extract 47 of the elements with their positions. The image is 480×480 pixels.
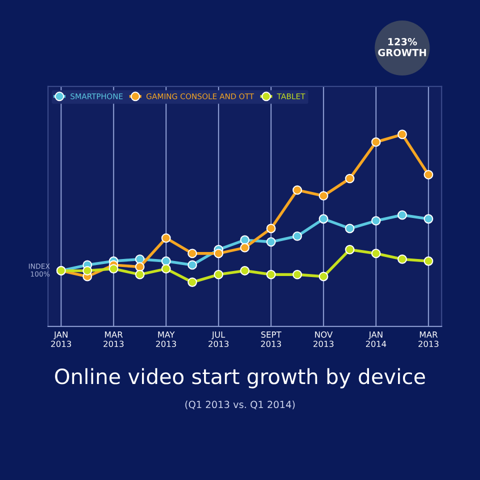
x-tick-label: MAR 2013 bbox=[418, 332, 438, 348]
point bbox=[292, 270, 302, 280]
point bbox=[161, 233, 171, 243]
point bbox=[424, 256, 434, 266]
point bbox=[266, 224, 276, 234]
point bbox=[318, 272, 328, 282]
point bbox=[135, 270, 145, 280]
point bbox=[266, 270, 276, 280]
point bbox=[240, 235, 250, 245]
x-tick-label: JUL 2013 bbox=[208, 332, 228, 348]
point bbox=[398, 210, 407, 220]
point bbox=[240, 242, 250, 252]
point bbox=[345, 244, 354, 254]
x-tick-label: SEPT 2013 bbox=[261, 331, 282, 348]
point bbox=[371, 248, 381, 258]
point bbox=[318, 191, 328, 201]
point bbox=[188, 278, 198, 287]
point bbox=[161, 256, 171, 266]
point bbox=[424, 214, 434, 224]
point bbox=[82, 266, 92, 276]
text: Online video start growth by device bbox=[55, 368, 425, 388]
x-tick-label: JAN 2013 bbox=[51, 332, 72, 348]
point bbox=[371, 137, 381, 147]
point bbox=[371, 216, 381, 226]
text: 123% GROWTH bbox=[378, 38, 426, 56]
point bbox=[318, 214, 328, 224]
point bbox=[188, 260, 198, 270]
x-tick-label: MAR 2013 bbox=[104, 332, 124, 348]
point bbox=[240, 266, 250, 276]
point bbox=[345, 224, 354, 234]
point bbox=[292, 185, 302, 195]
point bbox=[345, 174, 354, 184]
point bbox=[188, 248, 198, 258]
point bbox=[135, 262, 145, 272]
point bbox=[398, 130, 407, 140]
point bbox=[292, 231, 302, 241]
point bbox=[214, 248, 224, 258]
x-tick-label: MAY 2013 bbox=[156, 332, 176, 348]
point bbox=[214, 270, 224, 280]
point bbox=[398, 254, 407, 264]
point bbox=[266, 237, 276, 247]
point bbox=[161, 264, 171, 274]
x-tick-label: NOV 2013 bbox=[314, 331, 334, 348]
x-tick-label: JAN 2014 bbox=[366, 332, 386, 348]
point bbox=[424, 170, 434, 180]
text: (Q1 2013 vs. Q1 2014) bbox=[185, 400, 295, 410]
point bbox=[108, 264, 118, 274]
